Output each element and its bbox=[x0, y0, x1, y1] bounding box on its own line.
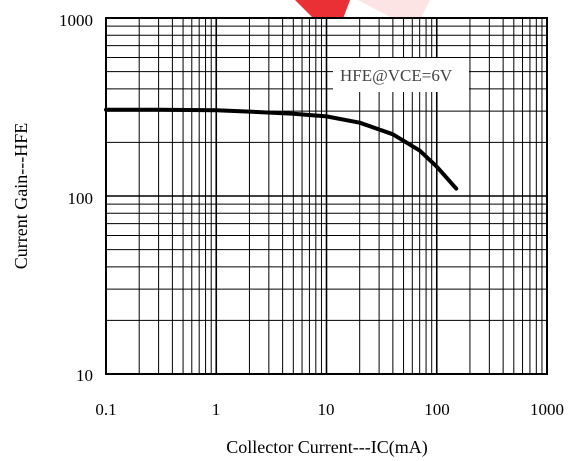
x-tick-label: 0.1 bbox=[95, 400, 116, 419]
series-line bbox=[104, 107, 459, 191]
x-tick-label: 1000 bbox=[530, 400, 564, 419]
y-tick-label: 100 bbox=[68, 189, 94, 208]
x-tick-label: 1 bbox=[212, 400, 221, 419]
annotation: HFE@VCE=6V bbox=[340, 66, 453, 85]
x-tick-label: 10 bbox=[318, 400, 335, 419]
y-tick-label: 1000 bbox=[59, 11, 93, 30]
x-axis-title: Collector Current---IC(mA) bbox=[226, 437, 427, 458]
y-axis-title: Current Gain---HFE bbox=[11, 123, 31, 269]
grid bbox=[105, 18, 547, 375]
y-tick-label: 10 bbox=[76, 366, 93, 385]
annotation-box bbox=[333, 58, 469, 92]
plot-frame bbox=[105, 17, 548, 375]
x-tick-label: 100 bbox=[424, 400, 450, 419]
